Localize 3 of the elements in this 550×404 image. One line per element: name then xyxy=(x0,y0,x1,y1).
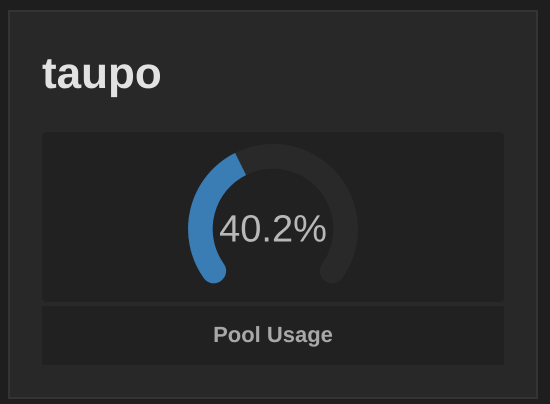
chart-title: taupo xyxy=(42,49,162,98)
text: 40.2% xyxy=(219,208,327,250)
text: Pool Usage xyxy=(42,306,504,363)
